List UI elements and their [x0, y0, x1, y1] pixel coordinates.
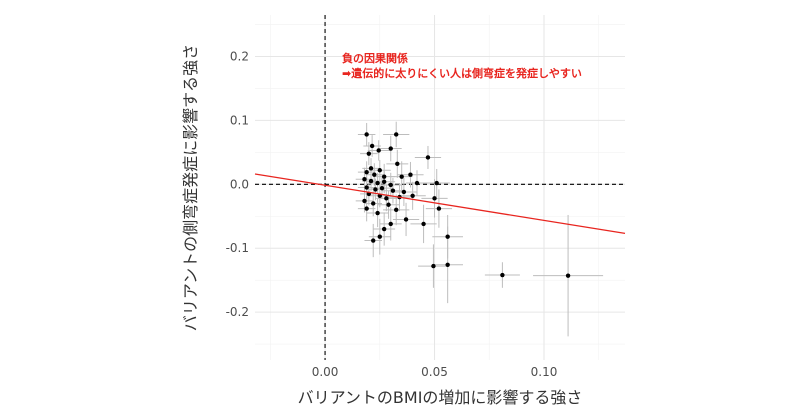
data-point	[395, 161, 400, 167]
data-point	[362, 198, 367, 204]
data-point	[375, 210, 380, 216]
data-point	[434, 180, 439, 186]
data-point	[394, 207, 399, 213]
data-point	[445, 262, 450, 268]
error-bars	[355, 121, 604, 337]
data-point	[371, 238, 376, 243]
data-point	[368, 166, 374, 171]
data-point	[377, 234, 382, 239]
data-point	[565, 273, 571, 278]
x-tick-label: 0.10	[531, 365, 558, 379]
x-axis-title: バリアントのBMIの増加に影響する強さ	[298, 388, 583, 407]
data-point	[388, 182, 393, 188]
data-point	[408, 172, 413, 177]
data-point	[381, 174, 387, 179]
data-point	[445, 234, 450, 239]
tick-labels: 0.00 0.05 0.10 -0.2 -0.1 0.0 0.1 0.2	[226, 50, 558, 379]
reference-lines	[255, 15, 625, 360]
data-point	[369, 143, 375, 149]
data-point	[394, 132, 399, 137]
regression-line	[254, 173, 626, 235]
data-point	[500, 272, 505, 278]
data-point	[373, 187, 378, 192]
data-point	[425, 155, 431, 160]
data-point	[390, 188, 396, 193]
data-point	[431, 263, 436, 269]
y-tick-label: 0.0	[230, 177, 249, 191]
y-tick-label: 0.1	[230, 113, 249, 127]
data-point	[364, 185, 369, 190]
data-point	[401, 189, 407, 195]
regression-line-path	[254, 173, 626, 235]
data-point	[379, 185, 385, 191]
data-point	[368, 178, 374, 184]
y-tick-label: 0.2	[230, 50, 249, 64]
data-point	[366, 151, 372, 156]
y-tick-label: -0.1	[226, 241, 249, 255]
data-point	[372, 172, 377, 177]
x-tick-label: 0.05	[421, 365, 448, 379]
data-point	[386, 202, 391, 207]
y-tick-label: -0.2	[226, 305, 249, 319]
data-points	[362, 132, 571, 278]
data-point	[364, 169, 369, 175]
data-point	[384, 196, 389, 201]
data-point	[436, 206, 442, 211]
data-point	[364, 206, 369, 211]
data-point	[371, 201, 376, 206]
data-point	[375, 180, 380, 186]
data-point	[421, 221, 426, 227]
data-point	[376, 148, 381, 153]
x-tick-label: 0.00	[312, 365, 339, 379]
data-point	[377, 168, 382, 173]
data-point	[410, 193, 415, 199]
data-point	[399, 174, 404, 179]
annotation-text: ➡遺伝的に太りにくい人は側弯症を発症しやすい	[342, 66, 582, 80]
data-point	[432, 196, 437, 201]
data-point	[364, 132, 369, 137]
y-axis-title: バリアントの側弯症発症に影響する強さ	[181, 44, 200, 331]
data-point	[388, 146, 393, 151]
data-point	[388, 221, 393, 227]
data-point	[362, 176, 367, 182]
data-point	[403, 217, 409, 222]
data-point	[381, 226, 387, 232]
annotation-title: 負の因果関係	[342, 51, 408, 65]
data-point	[414, 180, 420, 186]
data-point	[381, 179, 387, 184]
